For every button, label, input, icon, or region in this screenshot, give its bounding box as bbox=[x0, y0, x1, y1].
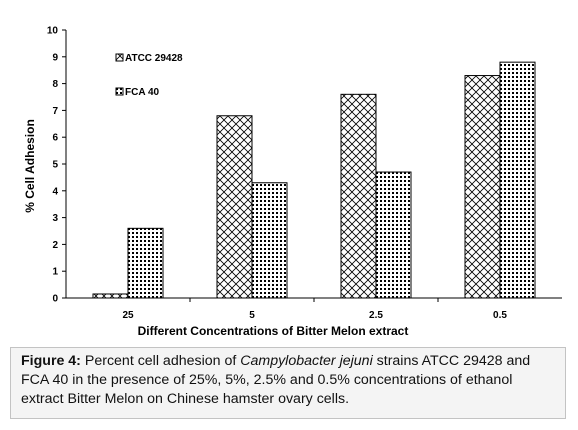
x-tick-label: 25 bbox=[122, 310, 134, 321]
caption-text-after: strains ATCC 29428 and FCA 40 in the pre… bbox=[21, 353, 531, 407]
caption-text-before: Percent cell adhesion of bbox=[80, 353, 241, 369]
figure-caption: Figure 4: Percent cell adhesion of Campy… bbox=[10, 347, 566, 419]
legend-swatch-fca-40 bbox=[115, 87, 124, 96]
legend-label-fca-40: FCA 40 bbox=[125, 87, 160, 98]
y-tick-label: 7 bbox=[52, 106, 58, 117]
bar-fca-40-0.5 bbox=[499, 61, 536, 299]
y-axis-title: % Cell Adhesion bbox=[23, 119, 37, 213]
y-tick-label: 0 bbox=[52, 294, 58, 305]
x-axis-title: Different Concentrations of Bitter Melon… bbox=[138, 324, 409, 338]
bar-atcc-29428-5 bbox=[216, 115, 253, 299]
bar-atcc-29428-2.5 bbox=[340, 93, 377, 299]
y-tick-label: 3 bbox=[52, 213, 58, 224]
x-tick-label: 0.5 bbox=[493, 310, 507, 321]
bar-fca-40-5 bbox=[251, 182, 288, 299]
caption-organism: Campylobacter jejuni bbox=[240, 353, 373, 369]
y-tick-label: 1 bbox=[52, 267, 58, 278]
y-tick-label: 4 bbox=[52, 186, 58, 197]
y-tick-label: 6 bbox=[52, 133, 58, 144]
bar-atcc-29428-0.5 bbox=[464, 75, 501, 299]
y-tick-label: 10 bbox=[47, 26, 59, 37]
y-tick-label: 2 bbox=[52, 240, 58, 251]
y-tick-label: 5 bbox=[52, 160, 58, 171]
x-tick-label: 5 bbox=[249, 310, 255, 321]
bar-fca-40-25 bbox=[127, 227, 164, 299]
y-tick-label: 8 bbox=[52, 79, 58, 90]
bar-atcc-29428-25 bbox=[92, 293, 129, 299]
legend-swatch-atcc-29428 bbox=[115, 53, 124, 62]
legend-label-atcc-29428: ATCC 29428 bbox=[125, 53, 183, 64]
caption-label: Figure 4: bbox=[21, 353, 81, 369]
bar-fca-40-2.5 bbox=[375, 171, 412, 299]
x-tick-label: 2.5 bbox=[369, 310, 383, 321]
y-tick-label: 9 bbox=[52, 52, 58, 63]
